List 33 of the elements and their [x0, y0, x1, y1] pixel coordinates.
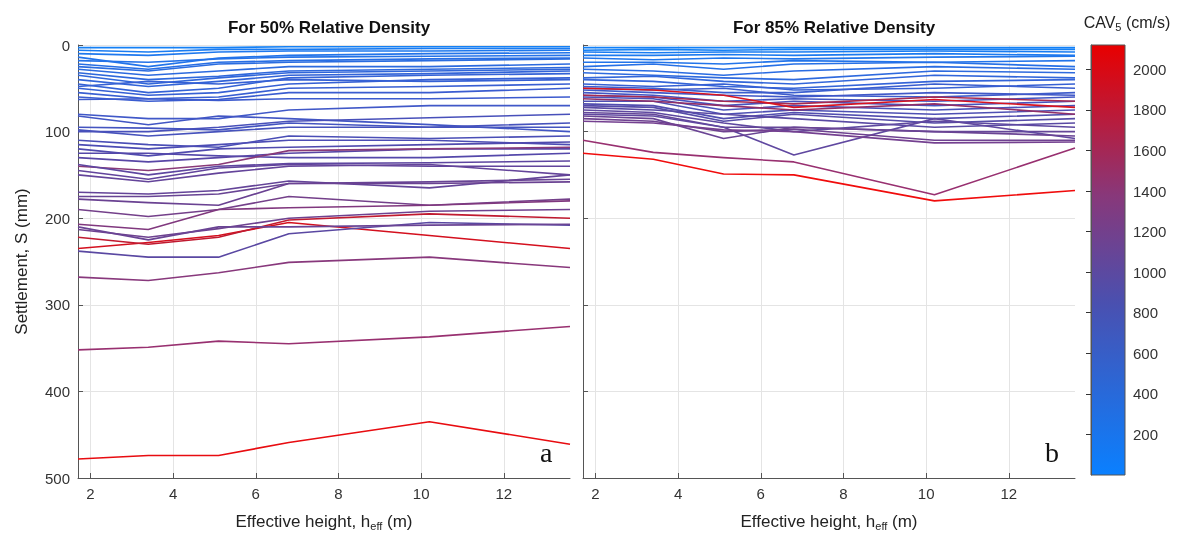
y-tick-label: 500 [44, 469, 70, 487]
color-bar-label: 400 [1133, 385, 1159, 403]
color-bar-label: 1200 [1133, 223, 1167, 241]
color-bar-label: 800 [1133, 304, 1159, 322]
chart-title: For 50% Relative Density [227, 18, 431, 37]
x-tick-label: 8 [334, 485, 343, 502]
x-tick-label: 6 [251, 485, 260, 502]
annotation: b [1045, 436, 1059, 468]
x-tick-label: 6 [756, 485, 765, 502]
y-tick-label: 300 [44, 296, 70, 314]
x-tick-label: 2 [591, 485, 600, 502]
y-tick-label: 0 [61, 36, 70, 54]
color-bar-label: 600 [1133, 344, 1159, 362]
x-tick-label: 2 [86, 485, 95, 502]
color-bar-label: 1600 [1133, 141, 1167, 159]
x-tick-label: 12 [495, 485, 513, 502]
x-tick-label: 8 [839, 485, 848, 502]
x-tick-label: 4 [673, 485, 683, 502]
y-tick-label: 400 [44, 382, 70, 400]
color-bar-label: 1400 [1133, 182, 1167, 200]
annotation: a [540, 436, 553, 468]
color-bar-label: 1000 [1133, 263, 1167, 281]
chart-title: For 85% Relative Density [732, 18, 936, 37]
y-axis-title: Settlement, S (mm) [12, 188, 31, 335]
color-bar-label: 1800 [1133, 101, 1167, 119]
y-tick-label: 100 [44, 123, 70, 141]
color-bar-label: 200 [1133, 425, 1159, 443]
x-tick-label: 10 [917, 485, 935, 502]
x-tick-label: 10 [412, 485, 430, 502]
color-bar-label: 2000 [1133, 60, 1167, 78]
y-tick-label: 200 [44, 209, 70, 227]
x-tick-label: 12 [1000, 485, 1018, 502]
x-tick-label: 4 [168, 485, 178, 502]
